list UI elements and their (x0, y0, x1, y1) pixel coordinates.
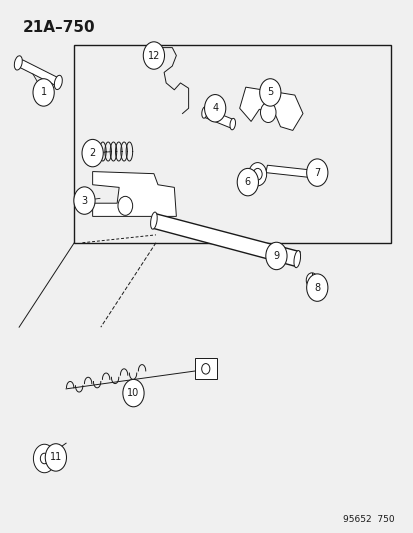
Ellipse shape (150, 212, 157, 229)
Circle shape (248, 163, 266, 186)
Circle shape (118, 196, 132, 215)
Circle shape (74, 187, 95, 214)
Polygon shape (265, 165, 315, 178)
Polygon shape (202, 108, 234, 128)
Text: 11: 11 (50, 453, 62, 463)
Ellipse shape (201, 107, 207, 118)
Circle shape (252, 168, 261, 180)
Circle shape (259, 79, 280, 106)
Ellipse shape (229, 118, 235, 130)
Text: 7: 7 (313, 167, 320, 177)
Circle shape (45, 443, 66, 471)
Circle shape (143, 42, 164, 69)
Text: 10: 10 (127, 388, 139, 398)
Text: 4: 4 (211, 103, 218, 114)
FancyBboxPatch shape (194, 358, 217, 379)
Polygon shape (239, 87, 302, 131)
Ellipse shape (311, 169, 316, 179)
Circle shape (306, 273, 317, 288)
Text: 6: 6 (244, 177, 250, 187)
Text: 95652  750: 95652 750 (342, 515, 394, 524)
Text: 9: 9 (273, 251, 279, 261)
Polygon shape (93, 172, 176, 216)
Text: 21A–750: 21A–750 (23, 20, 95, 35)
Text: 5: 5 (266, 87, 273, 98)
Ellipse shape (293, 251, 300, 268)
Circle shape (237, 168, 258, 196)
Text: 3: 3 (81, 196, 87, 206)
Circle shape (82, 140, 103, 167)
Text: 12: 12 (147, 51, 160, 61)
Text: 2: 2 (89, 148, 95, 158)
Ellipse shape (54, 75, 62, 90)
Circle shape (201, 364, 209, 374)
Circle shape (260, 102, 275, 123)
Text: 8: 8 (313, 282, 320, 293)
Circle shape (204, 94, 225, 122)
Circle shape (33, 79, 54, 106)
Ellipse shape (14, 56, 22, 70)
Text: 1: 1 (40, 87, 47, 98)
Circle shape (33, 444, 55, 473)
Circle shape (306, 274, 327, 301)
Circle shape (306, 159, 327, 187)
Polygon shape (17, 60, 61, 86)
Circle shape (265, 242, 286, 270)
Circle shape (123, 379, 144, 407)
Polygon shape (152, 214, 299, 266)
